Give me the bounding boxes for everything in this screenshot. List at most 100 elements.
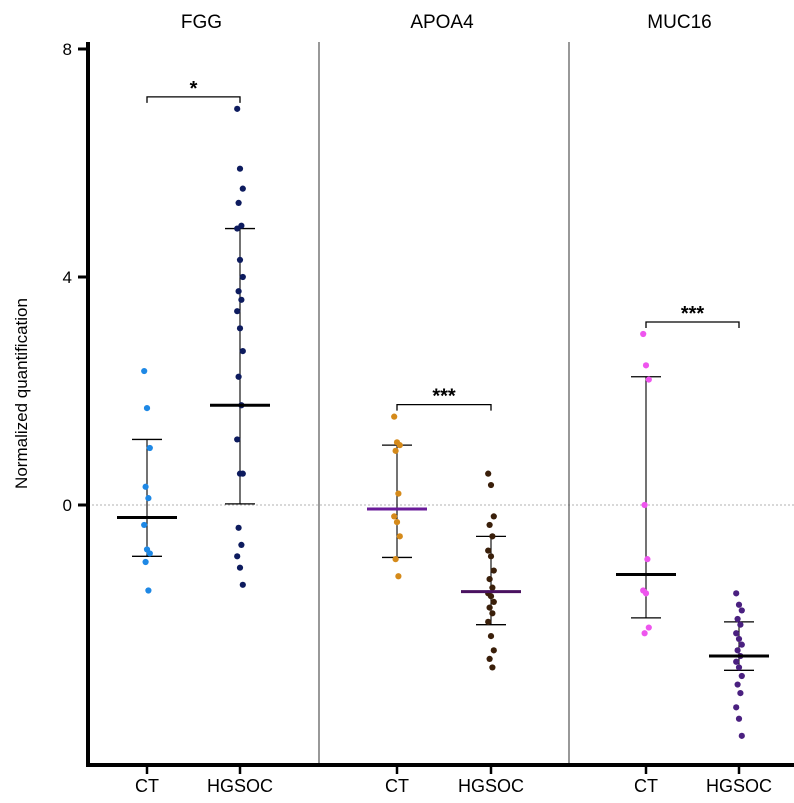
data-point-apoa4-hgsoc bbox=[489, 584, 496, 591]
data-point-fgg-ct bbox=[142, 558, 149, 566]
significance-bracket-muc16 bbox=[645, 321, 740, 328]
data-point-fgg-hgsoc bbox=[235, 524, 242, 531]
data-point-muc16-hgsoc bbox=[735, 664, 743, 671]
panel-title-fgg: FGG bbox=[181, 12, 222, 33]
data-point-fgg-hgsoc bbox=[234, 308, 241, 315]
data-point-muc16-hgsoc bbox=[733, 658, 740, 665]
significance-bracket-apoa4 bbox=[396, 404, 492, 411]
data-point-apoa4-ct bbox=[395, 490, 402, 497]
y-tick-label-8: 8 bbox=[63, 40, 72, 59]
data-point-fgg-hgsoc bbox=[234, 225, 241, 232]
chart-structure bbox=[78, 42, 794, 774]
data-point-apoa4-ct bbox=[392, 447, 399, 454]
data-point-fgg-hgsoc bbox=[239, 185, 246, 192]
x-category-label-fgg-hgsoc: HGSOC bbox=[207, 776, 273, 796]
data-point-fgg-hgsoc bbox=[239, 581, 246, 588]
data-point-muc16-hgsoc bbox=[738, 732, 745, 739]
data-point-muc16-hgsoc bbox=[733, 630, 740, 637]
data-point-apoa4-ct bbox=[396, 442, 403, 449]
data-point-muc16-ct bbox=[645, 376, 652, 383]
data-point-apoa4-hgsoc bbox=[486, 655, 493, 663]
data-point-fgg-hgsoc bbox=[239, 273, 246, 281]
significance-label-fgg: * bbox=[190, 78, 198, 100]
data-point-apoa4-hgsoc bbox=[486, 521, 493, 529]
data-point-apoa4-hgsoc bbox=[490, 647, 497, 654]
data-point-fgg-hgsoc bbox=[238, 541, 245, 549]
data-point-muc16-hgsoc bbox=[733, 590, 740, 597]
data-point-fgg-hgsoc bbox=[236, 325, 244, 332]
chart-labels: Normalized quantification 0 4 8 FGG * CT HGSOC… bbox=[12, 12, 772, 796]
data-point-apoa4-hgsoc bbox=[485, 618, 492, 625]
data-point-muc16-ct bbox=[644, 556, 651, 563]
x-category-label-muc16-ct: CT bbox=[634, 776, 658, 796]
data-point-fgg-ct bbox=[145, 495, 152, 502]
data-point-apoa4-ct bbox=[391, 413, 398, 420]
data-point-fgg-hgsoc bbox=[234, 553, 241, 560]
data-point-muc16-hgsoc bbox=[737, 690, 744, 697]
data-point-apoa4-hgsoc bbox=[490, 598, 497, 606]
data-point-apoa4-hgsoc bbox=[487, 553, 495, 560]
data-point-apoa4-hgsoc bbox=[485, 547, 492, 554]
data-point-muc16-hgsoc bbox=[733, 704, 740, 711]
data-point-fgg-hgsoc bbox=[236, 564, 244, 571]
y-tick-label-4: 4 bbox=[63, 268, 72, 287]
data-point-muc16-hgsoc bbox=[734, 647, 741, 654]
data-point-apoa4-hgsoc bbox=[489, 610, 496, 617]
data-point-fgg-hgsoc bbox=[235, 373, 242, 380]
chart-marks bbox=[117, 105, 769, 739]
data-point-muc16-hgsoc bbox=[734, 615, 741, 623]
y-tick-label-0: 0 bbox=[63, 496, 72, 515]
data-point-apoa4-ct bbox=[396, 533, 403, 540]
data-point-muc16-ct bbox=[642, 362, 650, 369]
data-point-apoa4-ct bbox=[395, 573, 402, 580]
data-point-fgg-hgsoc bbox=[235, 199, 242, 206]
data-point-fgg-ct bbox=[141, 521, 148, 529]
data-point-fgg-ct bbox=[143, 405, 151, 412]
y-axis-label: Normalized quantification bbox=[12, 298, 31, 489]
data-point-fgg-hgsoc bbox=[239, 348, 246, 355]
data-point-apoa4-ct bbox=[391, 513, 398, 520]
data-point-apoa4-ct bbox=[392, 556, 399, 563]
data-point-fgg-ct bbox=[142, 483, 149, 490]
data-point-muc16-hgsoc bbox=[737, 621, 744, 628]
x-category-label-fgg-ct: CT bbox=[135, 776, 159, 796]
data-point-fgg-hgsoc bbox=[235, 288, 242, 295]
data-point-muc16-ct bbox=[641, 630, 648, 637]
data-point-fgg-hgsoc bbox=[236, 256, 244, 263]
data-point-apoa4-hgsoc bbox=[489, 533, 496, 540]
data-point-muc16-ct bbox=[645, 624, 652, 631]
significance-bracket-fgg bbox=[146, 96, 241, 103]
data-point-fgg-hgsoc bbox=[234, 436, 241, 443]
x-category-label-apoa4-hgsoc: HGSOC bbox=[458, 776, 524, 796]
data-point-muc16-hgsoc bbox=[738, 672, 745, 680]
significance-label-muc16: *** bbox=[681, 303, 705, 325]
data-point-muc16-ct bbox=[641, 501, 648, 509]
data-point-muc16-hgsoc bbox=[738, 641, 745, 648]
data-point-apoa4-hgsoc bbox=[487, 593, 495, 600]
data-point-muc16-hgsoc bbox=[734, 681, 741, 688]
data-point-muc16-hgsoc bbox=[735, 715, 743, 722]
data-point-apoa4-ct bbox=[393, 519, 401, 526]
panel-title-muc16: MUC16 bbox=[647, 12, 711, 33]
data-point-muc16-ct bbox=[640, 330, 647, 338]
data-point-fgg-hgsoc bbox=[239, 470, 246, 477]
data-point-muc16-ct bbox=[642, 590, 650, 597]
data-point-fgg-hgsoc bbox=[236, 165, 244, 172]
data-point-apoa4-hgsoc bbox=[490, 513, 497, 520]
data-point-apoa4-hgsoc bbox=[490, 567, 497, 574]
data-point-fgg-ct bbox=[141, 367, 148, 375]
data-point-apoa4-hgsoc bbox=[487, 481, 495, 489]
x-category-label-apoa4-ct: CT bbox=[385, 776, 409, 796]
data-point-muc16-hgsoc bbox=[735, 635, 743, 643]
significance-label-apoa4: *** bbox=[432, 386, 456, 408]
data-point-muc16-hgsoc bbox=[735, 601, 743, 608]
data-point-fgg-hgsoc bbox=[238, 296, 245, 303]
data-point-apoa4-hgsoc bbox=[487, 633, 495, 640]
x-category-label-muc16-hgsoc: HGSOC bbox=[706, 776, 772, 796]
data-point-apoa4-hgsoc bbox=[489, 664, 496, 671]
data-point-apoa4-hgsoc bbox=[486, 576, 493, 583]
data-point-fgg-ct bbox=[146, 444, 153, 452]
data-point-fgg-ct bbox=[146, 550, 153, 557]
data-point-fgg-hgsoc bbox=[234, 105, 241, 112]
